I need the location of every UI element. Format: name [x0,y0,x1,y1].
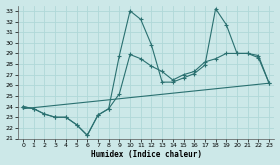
X-axis label: Humidex (Indice chaleur): Humidex (Indice chaleur) [91,150,202,159]
